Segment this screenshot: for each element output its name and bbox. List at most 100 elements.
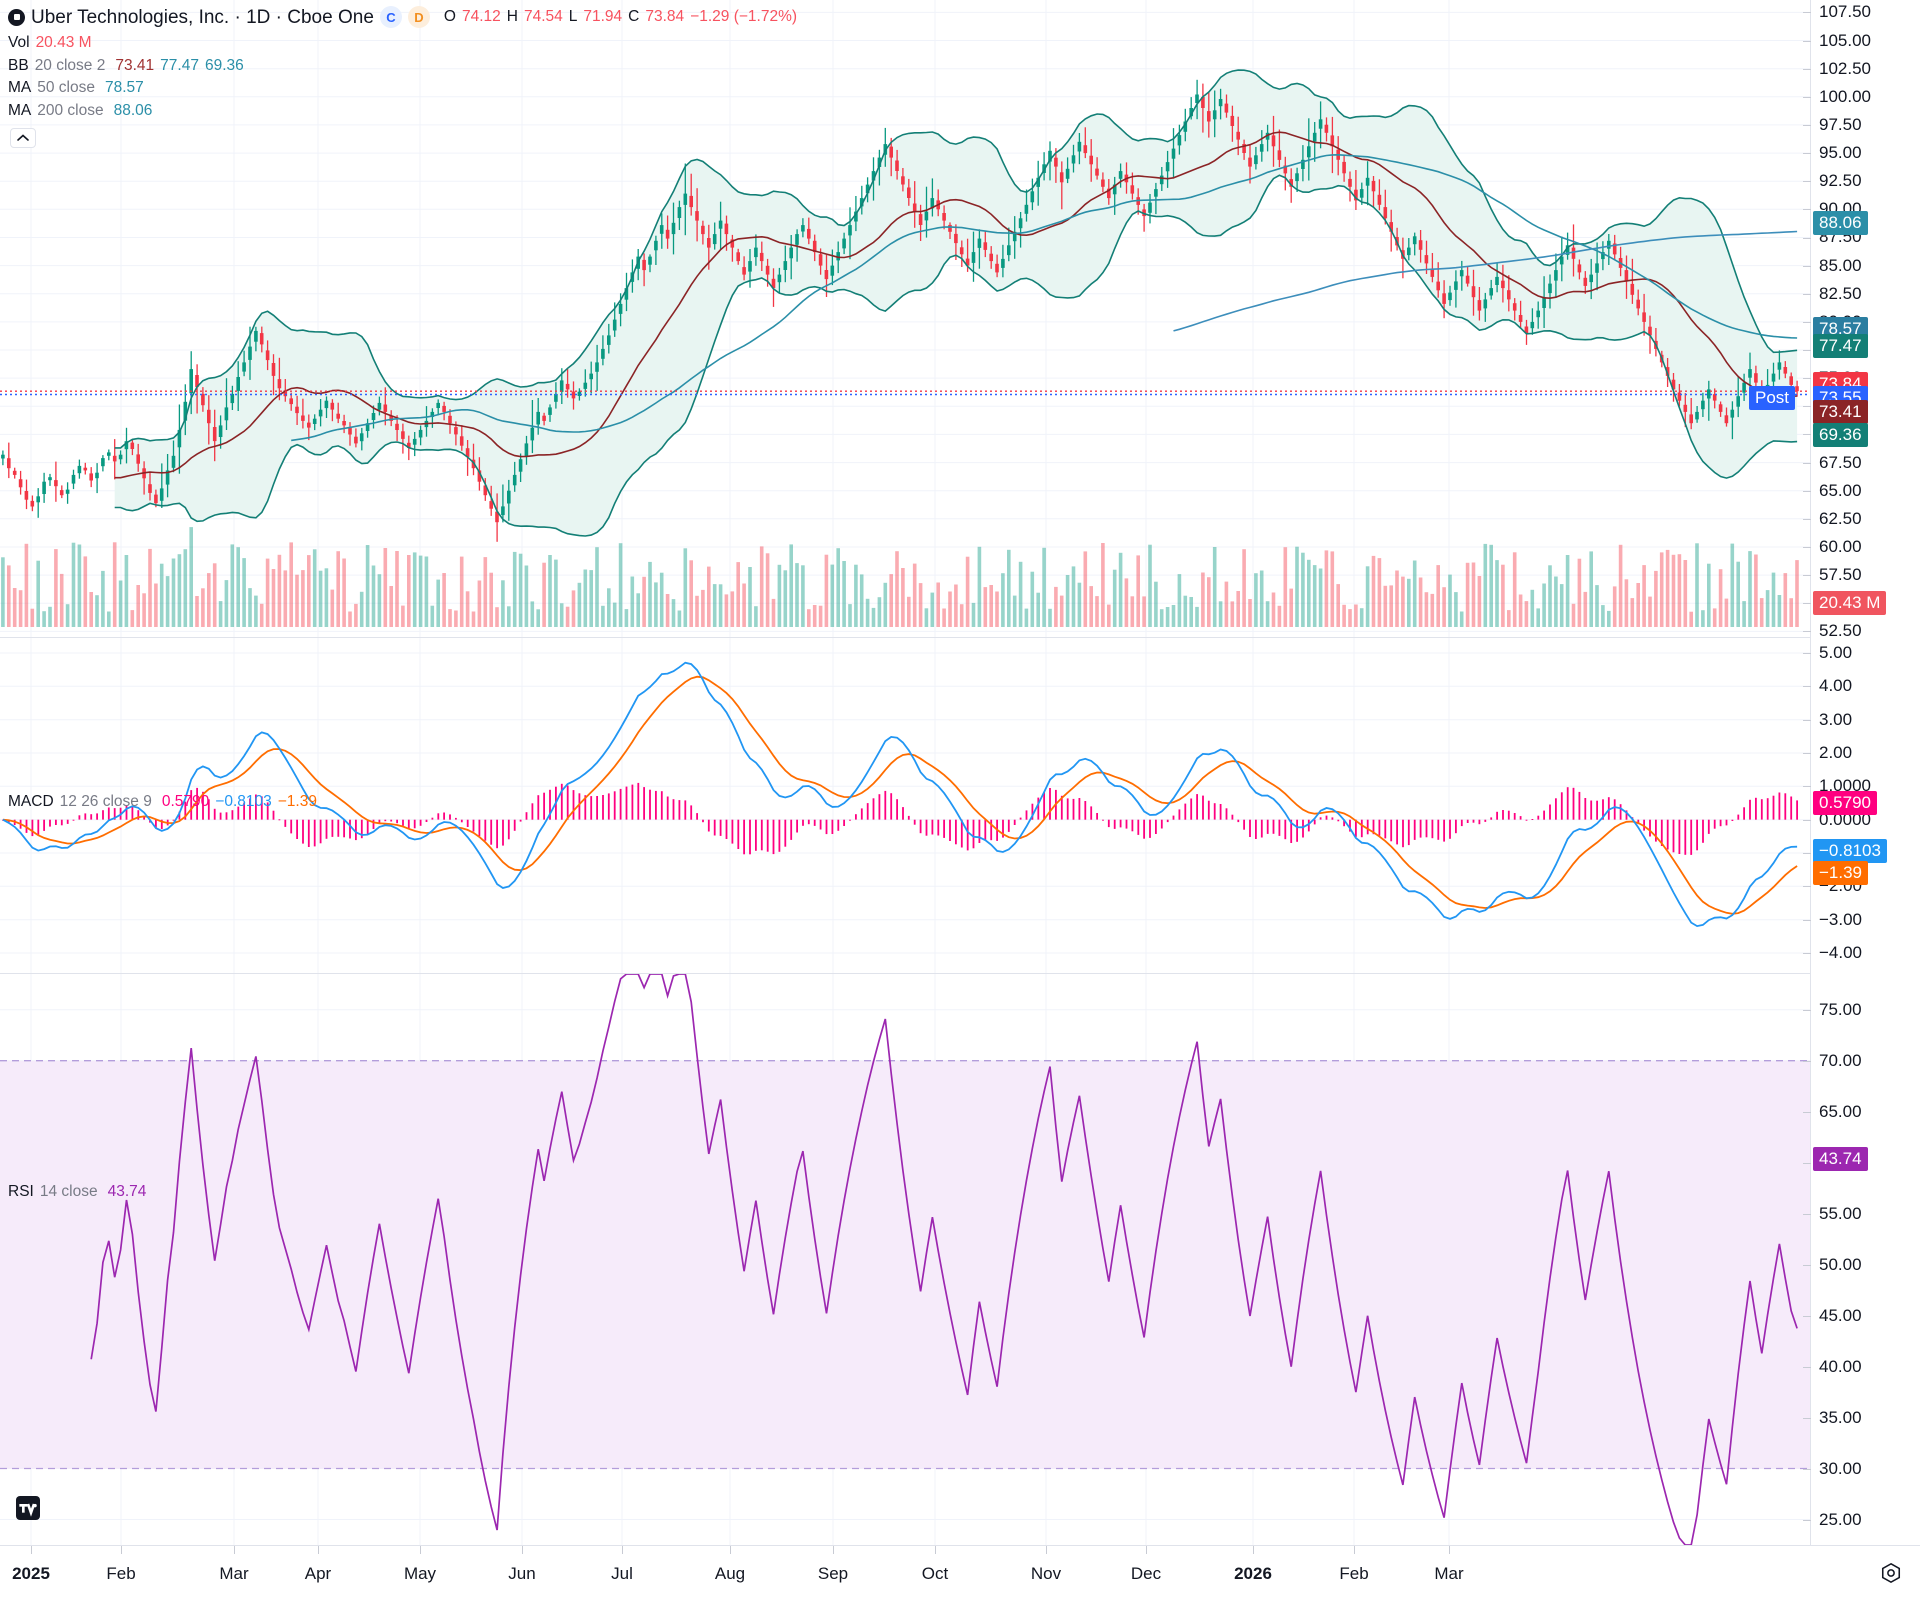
axis-tick-label: 85.00	[1819, 255, 1862, 275]
ohlc-change: −1.29 (−1.72%)	[690, 8, 798, 26]
axis-tick-mark	[1803, 321, 1811, 323]
axis-tick-mark	[1803, 1468, 1811, 1470]
axis-tick-mark	[1803, 719, 1811, 721]
axis-tick-mark	[1803, 653, 1811, 654]
collapse-legend-button[interactable]	[10, 128, 36, 148]
axis-tick-mark	[1803, 462, 1811, 464]
time-axis-label: Feb	[1339, 1564, 1369, 1583]
rsi-legend-row[interactable]: RSI 14 close 43.74	[8, 1184, 146, 1200]
time-axis-tick	[1449, 1546, 1450, 1554]
axis-tick-mark	[1803, 518, 1811, 520]
price-axis[interactable]: 107.50 105.00 102.50 100.00 97.50 95.00 92.50 9…	[1749, 0, 1920, 1545]
axis-price-tag[interactable]: 43.74	[1813, 1147, 1868, 1171]
uber-logo-icon	[8, 8, 25, 26]
axis-tick-mark	[1803, 819, 1811, 821]
time-axis-label: Jul	[611, 1564, 633, 1583]
axis-price-tag[interactable]: 88.06	[1813, 211, 1868, 235]
axis-tick-mark	[1803, 434, 1811, 436]
price-pane[interactable]	[0, 0, 1810, 637]
rsi-legend: RSI 14 close 43.74	[8, 1184, 146, 1207]
axis-tick-mark	[1803, 1213, 1811, 1215]
axis-tick-label: 55.00	[1819, 1203, 1862, 1223]
bb-params: 20 close 2	[34, 56, 106, 74]
axis-tick-mark	[1803, 237, 1811, 239]
axis-tick-mark	[1803, 631, 1811, 633]
axis-tick-mark	[1803, 378, 1811, 380]
axis-tick-label: 82.50	[1819, 283, 1862, 303]
price-legend: Uber Technologies, Inc. · 1D · Cboe One …	[8, 6, 797, 125]
axis-tick-label: 67.50	[1819, 452, 1862, 472]
data-badge-icon[interactable]: D	[407, 6, 430, 28]
time-axis-tick	[1253, 1546, 1254, 1554]
axis-tick-label: 35.00	[1819, 1407, 1862, 1427]
axis-tick-mark	[1803, 575, 1811, 577]
ohlc-h-value: 74.54	[523, 8, 563, 26]
axis-tick-mark	[1803, 953, 1811, 954]
axis-tick-label: −3.00	[1819, 909, 1863, 929]
ma50-legend-row[interactable]: MA 50 close 78.57	[8, 80, 797, 96]
macd-legend-row[interactable]: MACD 12 26 close 9 0.5790 −0.8103 −1.39	[8, 794, 317, 810]
axis-tick-mark	[1803, 68, 1811, 70]
axis-tick-mark	[1803, 886, 1811, 888]
time-axis-tick	[833, 1546, 834, 1554]
axis-tick-mark	[1803, 153, 1811, 155]
axis-tick-mark	[1803, 753, 1811, 754]
axis-price-tag[interactable]: 73.41	[1813, 400, 1868, 424]
axis-price-tag[interactable]: −1.39	[1813, 861, 1869, 885]
axis-tick-label: 70.00	[1819, 1050, 1862, 1070]
bb-lower-value: 69.36	[204, 56, 244, 74]
axis-price-tag[interactable]: 69.36	[1813, 423, 1868, 447]
axis-tick-mark	[1803, 1264, 1811, 1266]
axis-tick-mark	[1803, 350, 1811, 351]
axis-tick-label: 102.50	[1819, 58, 1871, 78]
axis-price-tag[interactable]: 20.43 M	[1813, 591, 1887, 615]
session-badge-icon[interactable]: C	[379, 6, 402, 28]
symbol-title-row[interactable]: Uber Technologies, Inc. · 1D · Cboe One …	[8, 6, 797, 28]
axis-tick-label: 107.50	[1819, 2, 1871, 22]
macd-plot	[0, 638, 1810, 973]
volume-legend-row[interactable]: Vol 20.43 M	[8, 35, 797, 51]
macd-signal-value: −1.39	[277, 793, 317, 810]
macd-pane[interactable]	[0, 638, 1810, 973]
time-axis-label: Feb	[106, 1564, 136, 1583]
pane-separator-2[interactable]	[0, 973, 1920, 974]
axis-tick-mark	[1803, 406, 1811, 408]
macd-legend: MACD 12 26 close 9 0.5790 −0.8103 −1.39	[8, 794, 317, 817]
rsi-plot	[0, 974, 1810, 1545]
axis-price-tag[interactable]: −0.8103	[1813, 839, 1887, 863]
ohlc-c-value: 73.84	[645, 8, 685, 26]
axis-price-tag[interactable]: 77.47	[1813, 334, 1868, 358]
time-axis-label: Aug	[714, 1564, 746, 1583]
pane-separator-1[interactable]	[0, 637, 1920, 638]
axis-tick-label: 60.00	[1819, 536, 1862, 556]
axis-tick-mark	[1803, 1315, 1811, 1317]
ma200-label: MA	[8, 101, 32, 119]
axis-tick-label: 97.50	[1819, 114, 1862, 134]
price-plot	[0, 0, 1810, 637]
time-axis-label: May	[403, 1564, 437, 1583]
time-axis-tick	[1354, 1546, 1355, 1554]
axis-tick-mark	[1803, 124, 1811, 126]
axis-tick-mark	[1803, 686, 1811, 688]
ohlc-o-label: O	[443, 8, 456, 26]
time-axis-tick	[1046, 1546, 1047, 1554]
axis-tick-label: 65.00	[1819, 1101, 1862, 1121]
axis-price-tag[interactable]: 0.5790	[1813, 791, 1877, 815]
axis-tick-label: 25.00	[1819, 1509, 1862, 1529]
time-axis-tick	[730, 1546, 731, 1554]
tradingview-logo-icon[interactable]	[16, 1496, 40, 1520]
axis-tick-label: 52.50	[1819, 621, 1862, 641]
session-clock-icon[interactable]	[1880, 1562, 1902, 1584]
axis-tick-mark	[1803, 1009, 1811, 1011]
axis-tick-mark	[1803, 547, 1811, 548]
bb-legend-row[interactable]: BB 20 close 2 73.41 77.47 69.36	[8, 56, 797, 74]
axis-tick-label: 30.00	[1819, 1458, 1862, 1478]
macd-hist-value: 0.5790	[161, 793, 210, 810]
axis-tick-mark	[1803, 265, 1811, 267]
ma200-legend-row[interactable]: MA 200 close 88.06	[8, 101, 797, 119]
axis-tick-mark	[1803, 786, 1811, 788]
time-axis[interactable]: 2025 Feb Mar Apr May Jun Jul Aug Sep Oct Nov Dec 202…	[0, 1545, 1920, 1600]
time-axis-tick	[622, 1546, 623, 1554]
time-axis-label: Mar	[219, 1564, 249, 1583]
rsi-pane[interactable]	[0, 974, 1810, 1545]
